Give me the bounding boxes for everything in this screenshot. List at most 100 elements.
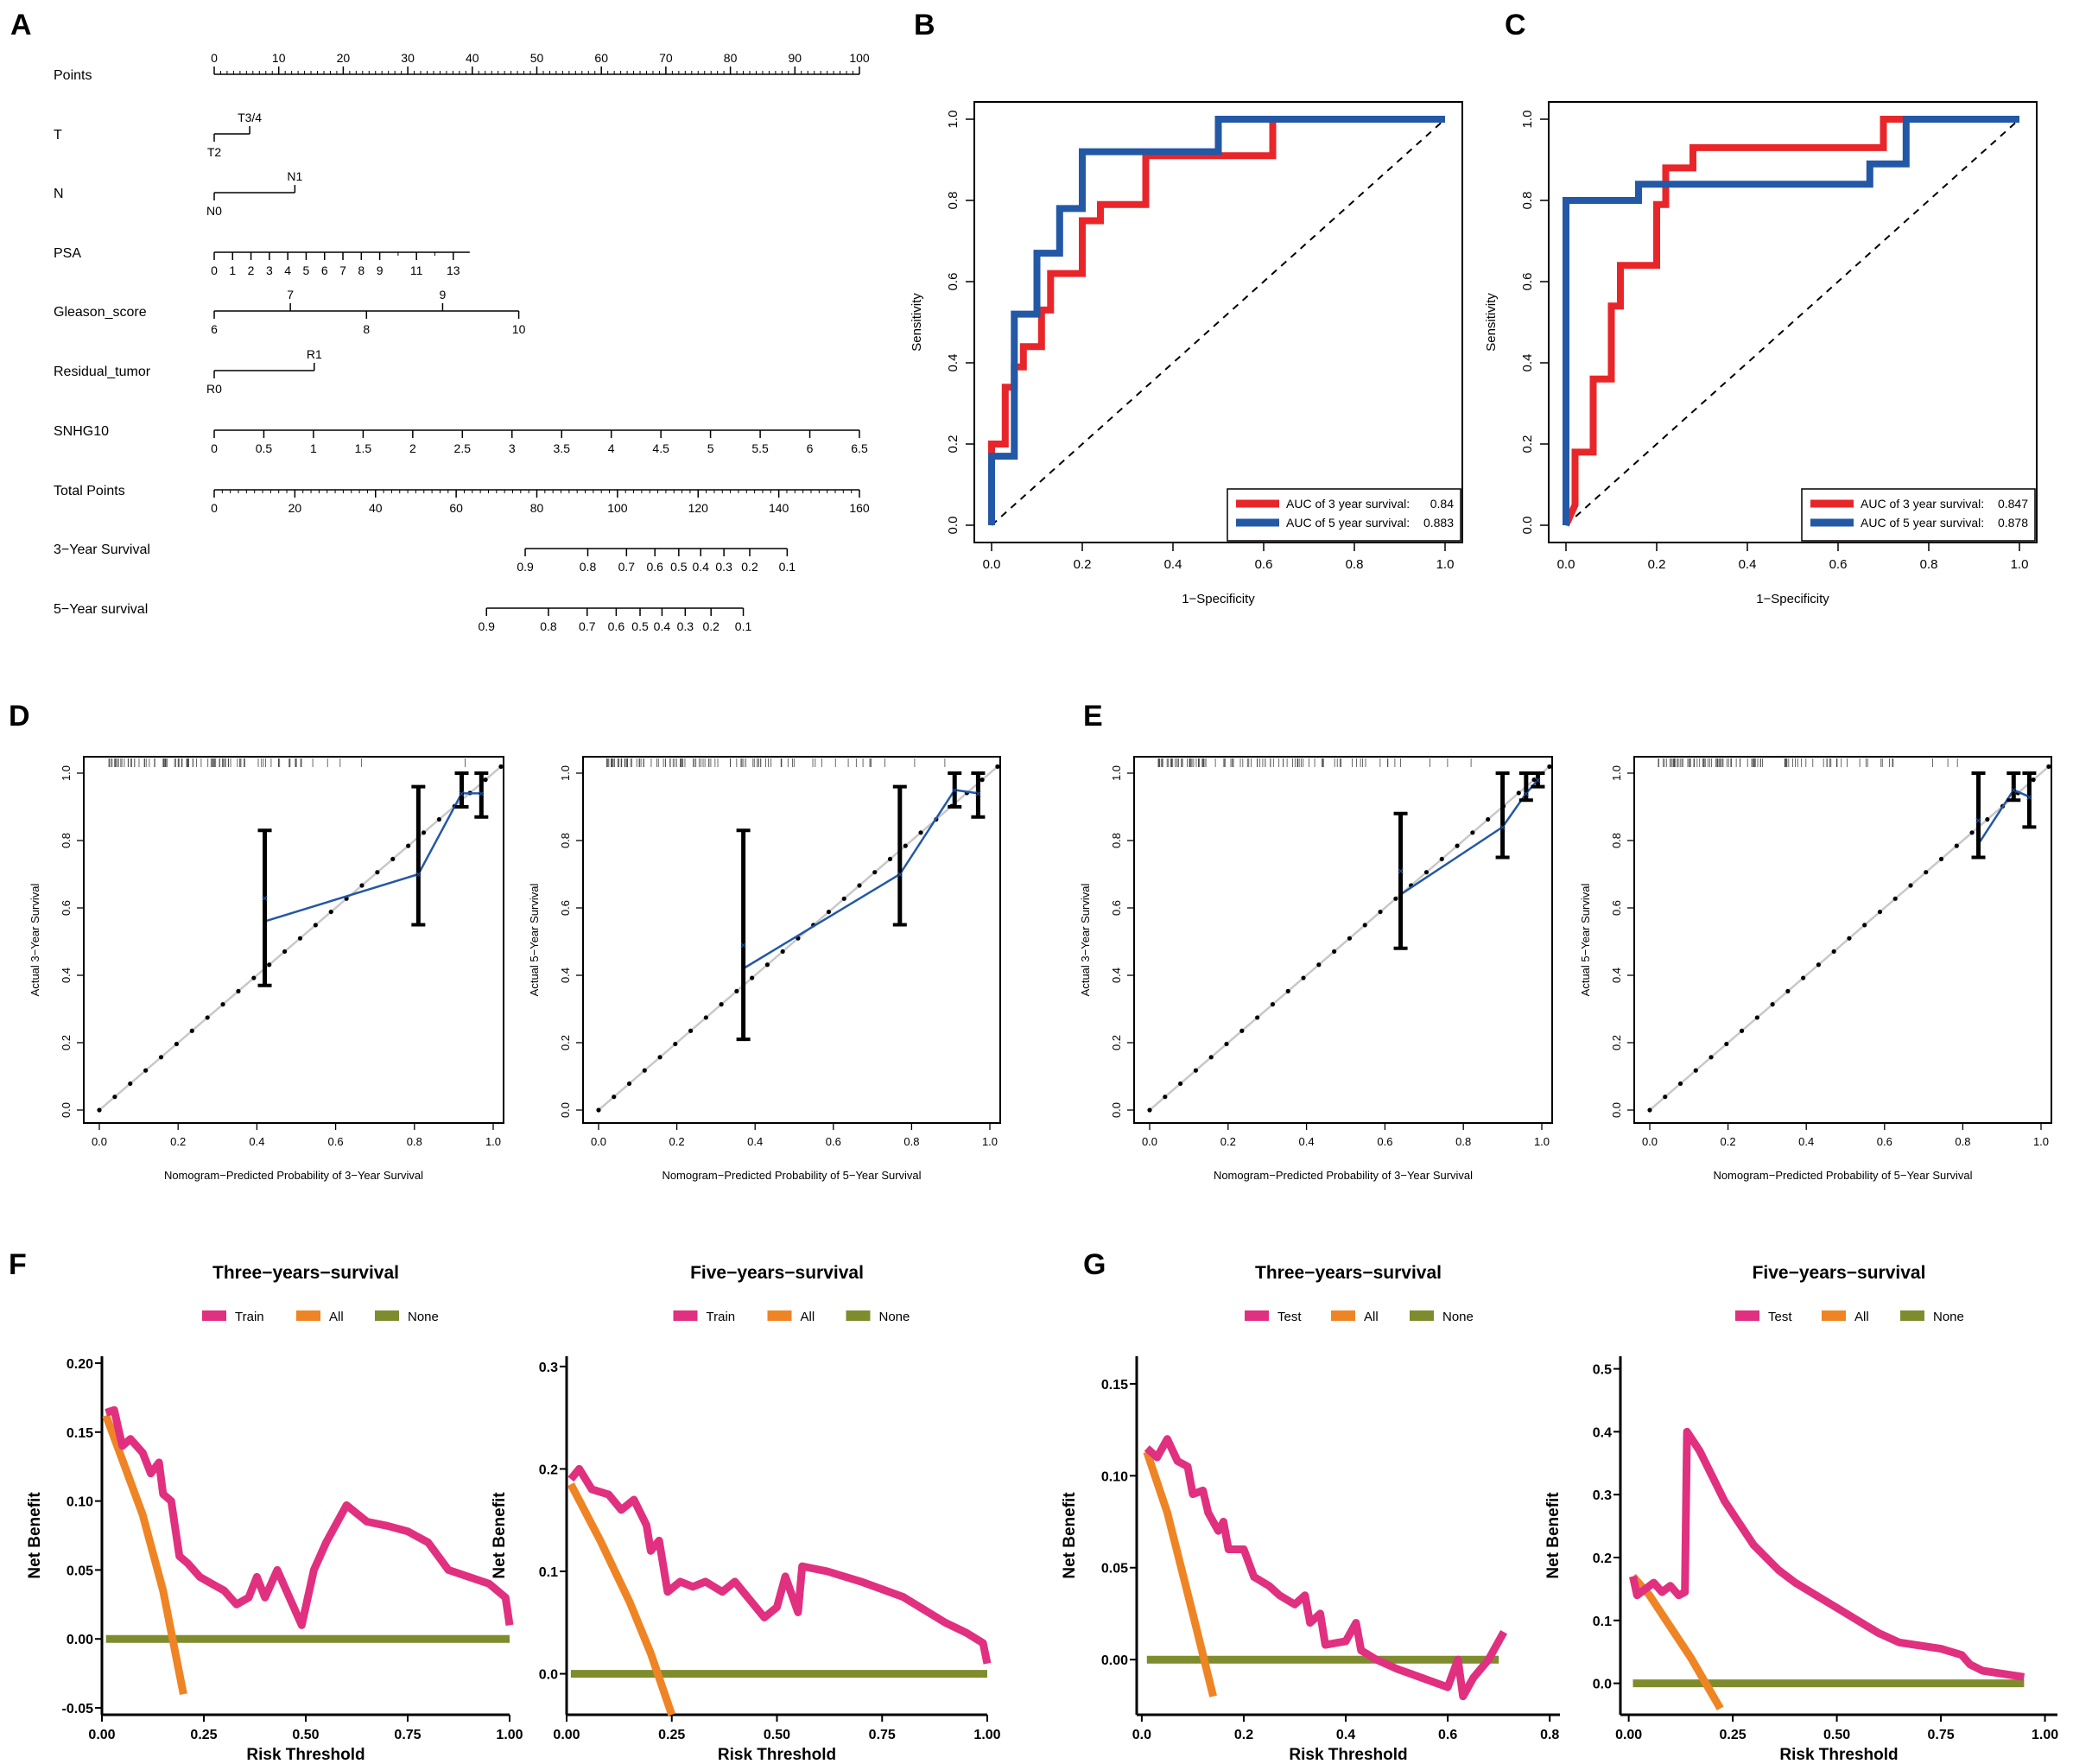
nomogram-tick-label: 0.7 xyxy=(579,619,596,633)
ideal-dot xyxy=(174,1041,180,1047)
x-tick-label: 0.0 xyxy=(1132,1728,1151,1742)
y-tick-label: 0.2 xyxy=(539,1463,558,1477)
x-tick-label: 0.6 xyxy=(826,1135,841,1148)
x-tick-label: 1.0 xyxy=(1436,557,1455,572)
nomogram-tick-label: 60 xyxy=(449,501,463,515)
y-tick-label: 0.6 xyxy=(1610,900,1623,916)
dca-curve-train xyxy=(105,1405,514,1629)
nomogram-tick-label: 6 xyxy=(807,441,814,455)
nomogram-tick-label: 120 xyxy=(688,501,709,515)
ideal-dot xyxy=(1724,1041,1729,1047)
legend-swatch xyxy=(1331,1310,1355,1321)
nomogram-tick-label: 0.8 xyxy=(580,560,597,574)
observed-point: × xyxy=(1975,814,1981,828)
roc-panel: 0.0 0.0 0.2 0.2 0.4 0.4 0.6 0.6 0.8 0.8 1.0 1.0 1−Sp… xyxy=(910,101,1463,606)
ideal-dot xyxy=(406,843,411,848)
x-tick-label: 0.00 xyxy=(1615,1728,1642,1742)
x-axis-label: Risk Threshold xyxy=(1779,1746,1898,1764)
dca-panel: Five−years−survival Train All None 0.0 0.1 0.2… xyxy=(491,1263,1001,1764)
y-axis-label: Net Benefit xyxy=(26,1492,44,1579)
ideal-dot xyxy=(1708,1055,1714,1060)
legend-swatch xyxy=(296,1310,320,1321)
observed-point: × xyxy=(897,867,903,881)
ideal-dot xyxy=(282,949,288,955)
nomogram-tick-label: 2 xyxy=(248,263,255,277)
x-tick-label: 0.00 xyxy=(553,1728,580,1742)
ideal-dot xyxy=(780,949,785,955)
legend-box xyxy=(1227,488,1461,542)
y-tick-label: 0.6 xyxy=(60,900,73,916)
roc-panels: 0.0 0.0 0.2 0.2 0.4 0.4 0.6 0.6 0.8 0.8 1.0 1.0 1−Sp… xyxy=(910,101,2038,606)
ideal-dot xyxy=(375,870,380,875)
y-tick-label: 0.05 xyxy=(1101,1562,1128,1577)
nomogram-row-label: Residual_tumor xyxy=(54,365,151,379)
x-tick-label: 0.4 xyxy=(1739,557,1757,572)
x-tick-label: 0.8 xyxy=(1540,1728,1559,1742)
nomogram-row: Total Points 0 20 40 60 80 100 120 140 160 xyxy=(54,484,870,515)
plot-title: Three−years−survival xyxy=(212,1263,399,1283)
nomogram-row-label: Total Points xyxy=(54,484,125,498)
calibration-panel: 0.0 0.0 0.2 0.2 0.4 0.4 0.6 0.6 0.8 0.8 1.0 1.0 Nomo… xyxy=(528,756,1001,1182)
nomogram-tick-label: 0.5 xyxy=(256,441,273,455)
y-tick-label: 0.2 xyxy=(559,1035,572,1050)
legend-auc-value: 0.847 xyxy=(1998,497,2028,511)
nomogram-tick-label: 0.2 xyxy=(702,619,720,633)
ideal-dot xyxy=(1362,923,1367,928)
x-tick-label: 0.8 xyxy=(903,1135,919,1148)
x-tick-label: 0.0 xyxy=(1557,557,1575,572)
ideal-dot xyxy=(251,975,257,980)
ideal-dot xyxy=(483,777,488,783)
ideal-dot xyxy=(1178,1081,1183,1087)
ideal-dot xyxy=(903,843,908,848)
ideal-dot xyxy=(596,1107,601,1113)
y-tick-label: 1.0 xyxy=(60,765,73,781)
ideal-dot xyxy=(1470,830,1475,835)
decision-curve-panels: Three−years−survival Train All None -0.05 0.0… xyxy=(26,1263,2058,1764)
y-tick-label: 0.2 xyxy=(1610,1035,1623,1050)
y-tick-label: -0.05 xyxy=(62,1702,94,1716)
nomogram-tick-label: 6.5 xyxy=(851,441,868,455)
nomogram-tick-label: 2.5 xyxy=(454,441,472,455)
legend-swatch xyxy=(846,1310,871,1321)
y-axis-label: Net Benefit xyxy=(1544,1492,1563,1579)
ideal-dot xyxy=(1908,883,1913,888)
legend-label: None xyxy=(1442,1310,1474,1324)
ideal-dot xyxy=(128,1081,133,1087)
observed-point: × xyxy=(478,786,485,800)
nomogram-tick-label: 2 xyxy=(409,441,416,455)
x-tick-label: 0.8 xyxy=(1920,557,1938,572)
y-tick-label: 0.4 xyxy=(1520,354,1535,372)
y-tick-label: 0.1 xyxy=(1593,1615,1612,1629)
dca-curve-test xyxy=(1144,1435,1508,1701)
plot-frame xyxy=(582,756,1001,1124)
y-tick-label: 0.8 xyxy=(1610,833,1623,848)
reference-diagonal xyxy=(991,118,1446,526)
nomogram-tick-label: 6 xyxy=(321,263,328,277)
reference-diagonal xyxy=(1565,118,2020,526)
nomogram-tick-label: 3 xyxy=(509,441,516,455)
ideal-dot xyxy=(1516,790,1521,796)
nomogram-tick-label: 20 xyxy=(337,51,351,65)
nomogram-tick-label: 0.4 xyxy=(654,619,671,633)
ideal-dot xyxy=(612,1095,617,1100)
nomogram-tick-label: 40 xyxy=(369,501,383,515)
nomogram-tick-label: T2 xyxy=(207,145,222,159)
y-tick-label: 0.2 xyxy=(946,435,960,454)
y-tick-label: 0.2 xyxy=(1593,1551,1612,1566)
nomogram-tick-label: 40 xyxy=(466,51,479,65)
nomogram-row: SNHG10 0 0.5 1 1.5 2 2.5 3 3.5 4 4.5 5 5.5 6 6.5 xyxy=(54,424,868,455)
ideal-dot xyxy=(1347,936,1353,941)
plot-title: Five−years−survival xyxy=(690,1263,864,1283)
ideal-dot xyxy=(2031,777,2036,783)
y-tick-label: 0.6 xyxy=(1110,900,1123,916)
nomogram-tick-label: R1 xyxy=(307,347,322,361)
legend-swatch xyxy=(1735,1310,1759,1321)
panel-letter-e: E xyxy=(1083,700,1103,733)
x-tick-label: 1.0 xyxy=(2011,557,2029,572)
observed-point: × xyxy=(2025,790,2032,803)
x-tick-label: 0.2 xyxy=(669,1135,685,1148)
x-tick-label: 0.50 xyxy=(1823,1728,1850,1742)
y-tick-label: 0.0 xyxy=(559,1102,572,1118)
y-tick-label: 0.6 xyxy=(1520,273,1535,291)
